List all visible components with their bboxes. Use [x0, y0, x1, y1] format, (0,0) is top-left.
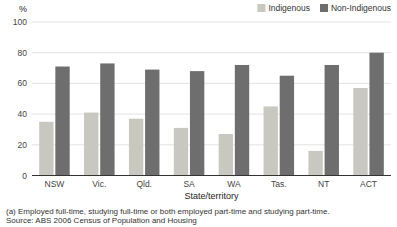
footnote-line: Source: ABS 2006 Census of Population an…	[6, 216, 197, 225]
bar	[55, 67, 69, 176]
bar	[129, 119, 143, 176]
x-axis-line	[32, 175, 391, 176]
x-tick-label: NSW	[45, 179, 65, 189]
legend-swatch	[320, 4, 328, 12]
chart-svg: (a) Employed full-time, studying full-ti…	[0, 0, 397, 227]
footnote: Source: ABS 2006 Census of Population an…	[6, 216, 197, 225]
legend-swatch	[257, 4, 265, 12]
grid	[32, 22, 391, 176]
bar	[353, 88, 367, 175]
y-tick-label: 80	[18, 48, 28, 58]
x-tick-label: NT	[318, 179, 329, 189]
legend-label: Non-Indigenous	[331, 3, 391, 13]
grid-line	[32, 52, 391, 53]
y-axis-label: %	[19, 4, 27, 14]
legend: Indigenous Non-Indigenous	[257, 3, 391, 13]
bar	[308, 151, 322, 176]
x-tick-label: SA	[183, 179, 195, 189]
y-tick-label: 0	[22, 171, 27, 181]
bar	[369, 53, 383, 176]
y-tick-label: 60	[18, 78, 28, 88]
bars	[39, 53, 384, 176]
bar	[100, 63, 114, 175]
bar	[264, 106, 278, 175]
bar	[219, 134, 233, 175]
x-tick-label: Qld.	[136, 179, 152, 189]
bar	[325, 65, 339, 176]
bar	[280, 76, 294, 176]
legend-label: Indigenous	[268, 3, 310, 13]
bar	[190, 71, 204, 175]
x-axis-label: State/territory	[184, 191, 239, 201]
footnote: (a) Employed full-time, studying full-ti…	[6, 207, 330, 216]
x-tick-label: WA	[227, 179, 241, 189]
y-tick-label: 20	[18, 140, 28, 150]
bar	[39, 122, 53, 176]
chart-container: (a) Employed full-time, studying full-ti…	[0, 0, 397, 227]
footnote-line: (a) Employed full-time, studying full-ti…	[6, 207, 330, 216]
bar	[145, 70, 159, 176]
bar	[84, 113, 98, 176]
x-tick-label: Tas.	[271, 179, 287, 189]
bar	[235, 65, 249, 176]
x-tick-label: Vic.	[92, 179, 106, 189]
grid-line	[32, 22, 391, 23]
x-tick-label: ACT	[360, 179, 377, 189]
bar	[174, 128, 188, 176]
y-tick-label: 100	[13, 17, 27, 27]
y-tick-label: 40	[18, 109, 28, 119]
grid-line	[32, 175, 391, 176]
